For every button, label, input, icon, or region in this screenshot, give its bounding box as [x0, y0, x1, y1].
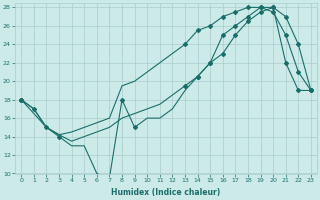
X-axis label: Humidex (Indice chaleur): Humidex (Indice chaleur) — [111, 188, 221, 197]
